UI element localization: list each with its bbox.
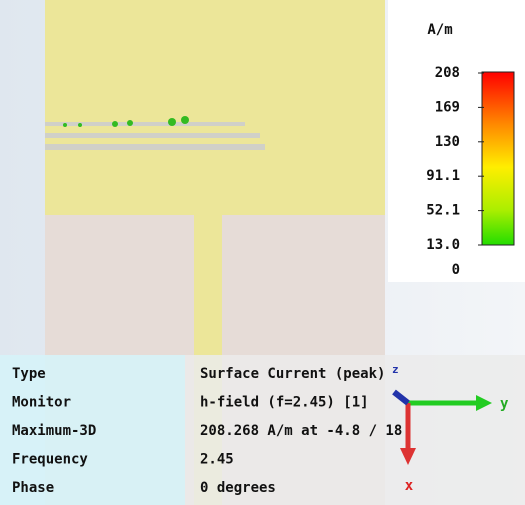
info-label: Monitor [12,395,71,411]
color-bar [482,72,514,245]
info-label: Frequency [12,452,88,468]
axis-z-label: z [392,363,399,376]
viewport: A/m 208 169 130 91.1 52.1 13.0 0 Type Surface C… [0,0,525,505]
legend-tick-label: 0 [452,262,460,278]
legend-tick-label: 52.1 [426,203,460,219]
info-value: 2.45 [200,452,234,468]
legend-tick-label: 208 [435,65,460,81]
legend-unit: A/m [427,22,452,38]
axis-x-label: x [405,478,414,494]
legend-tick-label: 169 [435,99,460,115]
info-value: Surface Current (peak) [200,366,385,382]
axis-y-label: y [500,396,509,412]
legend-tick-label: 13.0 [426,237,460,253]
info-label: Type [12,366,46,382]
legend-tick-label: 130 [435,134,460,150]
info-value: 208.268 A/m at -4.8 / 18 [200,423,402,439]
legend-tick-label: 91.1 [426,168,460,184]
info-value: 0 degrees [200,480,276,496]
info-label: Phase [12,480,54,496]
info-value: h-field (f=2.45) [1] [200,395,369,411]
info-label: Maximum-3D [12,423,96,439]
